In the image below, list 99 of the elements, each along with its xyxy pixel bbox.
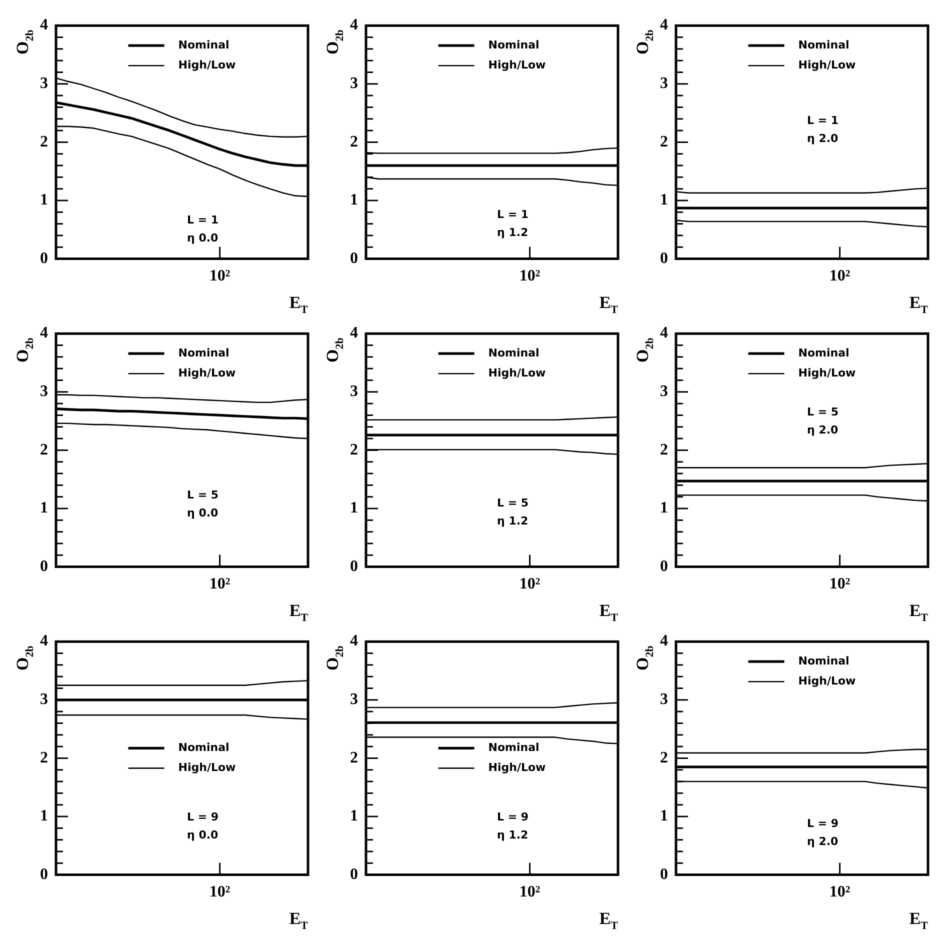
y-axis-title: O2b xyxy=(13,646,36,670)
x-tick-label: 10² xyxy=(829,884,850,901)
annotation: η 1.2 xyxy=(497,828,528,842)
y-tick-label: 2 xyxy=(350,441,358,458)
y-tick-label: 4 xyxy=(40,324,48,342)
annotation: L = 1 xyxy=(807,114,839,127)
legend-label: High/Low xyxy=(798,58,856,72)
y-tick-label: 4 xyxy=(350,16,358,34)
y-tick-label: 0 xyxy=(350,558,358,575)
annotation: η 2.0 xyxy=(807,835,839,848)
y-axis-title: O2b xyxy=(323,30,346,54)
y-tick-label: 0 xyxy=(40,250,48,267)
y-axis-title: O2b xyxy=(633,30,656,54)
legend-label: Nominal xyxy=(798,654,850,668)
annotation: L = 1 xyxy=(187,213,219,226)
y-tick-label: 0 xyxy=(660,558,668,575)
y-tick-label: 1 xyxy=(40,500,48,517)
legend-label: Nominal xyxy=(488,741,540,754)
y-tick-label: 4 xyxy=(660,16,668,34)
legend-label: Nominal xyxy=(178,741,230,754)
x-tick-label: 10² xyxy=(829,268,850,285)
x-tick-label: 10² xyxy=(209,268,230,285)
y-tick-label: 1 xyxy=(350,500,358,517)
legend-label: High/Low xyxy=(798,674,856,688)
legend-label: High/Low xyxy=(488,366,546,380)
annotation: L = 5 xyxy=(497,496,529,510)
y-tick-label: 2 xyxy=(40,441,48,458)
y-tick-label: 3 xyxy=(350,75,358,92)
annotation: L = 5 xyxy=(807,405,839,418)
y-tick-label: 2 xyxy=(40,749,48,766)
y-tick-label: 0 xyxy=(660,250,668,267)
annotation: η 2.0 xyxy=(807,132,839,145)
y-tick-label: 3 xyxy=(40,75,48,92)
y-tick-label: 2 xyxy=(660,133,668,150)
y-tick-label: 2 xyxy=(40,133,48,150)
y-axis-title: O2b xyxy=(323,338,346,362)
x-tick-label: 10² xyxy=(519,268,540,285)
x-tick-label: 10² xyxy=(209,884,230,901)
y-tick-label: 0 xyxy=(350,250,358,267)
y-tick-label: 2 xyxy=(350,133,358,150)
y-tick-label: 4 xyxy=(660,324,668,342)
y-tick-label: 4 xyxy=(350,324,358,342)
y-axis-title: O2b xyxy=(13,30,36,54)
annotation: η 0.0 xyxy=(187,828,219,842)
annotation: L = 5 xyxy=(187,488,219,502)
legend-label: Nominal xyxy=(798,346,850,360)
y-tick-label: 1 xyxy=(350,808,358,825)
y-axis-title: O2b xyxy=(633,646,656,670)
legend-label: Nominal xyxy=(488,346,540,360)
annotation: η 0.0 xyxy=(187,506,219,520)
legend-label: Nominal xyxy=(798,38,850,52)
x-tick-label: 10² xyxy=(209,576,230,593)
annotation: η 0.0 xyxy=(187,231,219,244)
y-tick-label: 1 xyxy=(660,500,668,517)
annotation: η 1.2 xyxy=(497,514,528,528)
y-tick-label: 4 xyxy=(40,16,48,34)
legend-label: High/Low xyxy=(178,58,236,72)
annotation: η 1.2 xyxy=(497,226,528,239)
y-tick-label: 1 xyxy=(350,192,358,209)
y-tick-label: 3 xyxy=(660,383,668,400)
annotation: η 2.0 xyxy=(807,423,839,436)
y-tick-label: 4 xyxy=(40,632,48,650)
legend-label: High/Low xyxy=(178,761,236,774)
annotation: L = 9 xyxy=(187,810,219,824)
y-tick-label: 3 xyxy=(660,691,668,708)
y-tick-label: 2 xyxy=(660,749,668,766)
y-tick-label: 0 xyxy=(40,558,48,575)
legend-label: High/Low xyxy=(488,58,546,72)
legend-label: High/Low xyxy=(488,761,546,774)
y-tick-label: 0 xyxy=(350,866,358,883)
legend-label: High/Low xyxy=(798,366,856,380)
y-axis-title: O2b xyxy=(13,338,36,362)
x-tick-label: 10² xyxy=(519,576,540,593)
legend-label: Nominal xyxy=(178,346,230,360)
y-tick-label: 1 xyxy=(40,808,48,825)
y-tick-label: 1 xyxy=(660,808,668,825)
y-tick-label: 3 xyxy=(350,383,358,400)
x-tick-label: 10² xyxy=(519,884,540,901)
y-tick-label: 2 xyxy=(660,441,668,458)
y-tick-label: 3 xyxy=(40,691,48,708)
annotation: L = 1 xyxy=(497,208,529,221)
y-tick-label: 0 xyxy=(660,866,668,883)
y-tick-label: 3 xyxy=(350,691,358,708)
y-tick-label: 1 xyxy=(40,192,48,209)
legend-label: Nominal xyxy=(488,38,540,52)
legend-label: High/Low xyxy=(178,366,236,380)
x-tick-label: 10² xyxy=(829,576,850,593)
y-tick-label: 2 xyxy=(350,749,358,766)
legend-label: Nominal xyxy=(178,38,230,52)
y-axis-title: O2b xyxy=(633,338,656,362)
y-tick-label: 4 xyxy=(350,632,358,650)
y-tick-label: 3 xyxy=(660,75,668,92)
annotation: L = 9 xyxy=(497,810,529,824)
y-tick-label: 0 xyxy=(40,866,48,883)
y-axis-title: O2b xyxy=(323,646,346,670)
annotation: L = 9 xyxy=(807,817,839,830)
y-tick-label: 1 xyxy=(660,192,668,209)
y-tick-label: 3 xyxy=(40,383,48,400)
y-tick-label: 4 xyxy=(660,632,668,650)
